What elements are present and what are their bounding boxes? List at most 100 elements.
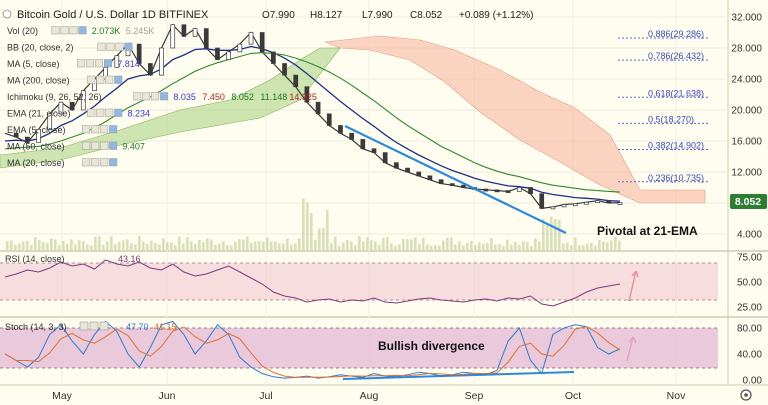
volume-bar xyxy=(470,241,473,250)
volume-bar xyxy=(314,239,317,250)
indicator-control-icon[interactable] xyxy=(133,92,142,101)
indicator-control-icon[interactable] xyxy=(77,59,86,68)
divergence-trendline[interactable] xyxy=(342,371,575,380)
support-trendline[interactable] xyxy=(344,125,567,234)
volume-bar xyxy=(358,236,361,250)
indicator-control-icon[interactable] xyxy=(105,75,114,84)
candle xyxy=(114,55,120,68)
volume-bar xyxy=(238,239,241,250)
indicator-control-icon[interactable] xyxy=(109,125,118,134)
indicator-control-icon[interactable] xyxy=(151,92,160,101)
indicator-control-icon[interactable] xyxy=(100,125,109,134)
rsi-line[interactable] xyxy=(4,259,621,307)
stoch-settings-icons[interactable] xyxy=(79,321,109,331)
volume-bar xyxy=(102,244,105,250)
indicator-control-icon[interactable] xyxy=(82,141,91,150)
stoch-tick-label: 40.00 xyxy=(737,350,762,361)
candle xyxy=(394,162,399,169)
indicator-control-icon[interactable] xyxy=(87,75,96,84)
indicator-control-icon[interactable] xyxy=(104,59,113,68)
indicator-label[interactable]: EMA (21, close) xyxy=(7,109,71,119)
volume-bar xyxy=(586,244,589,250)
indicator-control-icon[interactable] xyxy=(100,158,109,167)
volume-bar xyxy=(386,237,389,250)
candle xyxy=(192,28,198,37)
indicator-control-icon[interactable] xyxy=(86,59,95,68)
stoch-d-line[interactable] xyxy=(4,325,621,378)
indicator-control-icon[interactable] xyxy=(51,26,60,35)
candle xyxy=(47,113,53,130)
volume-bar xyxy=(502,245,505,250)
indicator-control-icon[interactable] xyxy=(95,59,104,68)
indicator-control-icon[interactable] xyxy=(100,141,109,150)
indicator-control-icon[interactable] xyxy=(142,92,151,101)
volume-bar xyxy=(98,236,101,250)
indicator-control-icon[interactable] xyxy=(114,75,123,84)
collapse-icon[interactable] xyxy=(2,9,12,19)
volume-bar xyxy=(158,244,161,250)
stoch-label[interactable]: Stoch (14, 3, 3) xyxy=(5,322,67,332)
indicator-label[interactable]: Ichimoku (9, 26, 52, 26) xyxy=(7,92,102,102)
indicator-control-icon[interactable] xyxy=(69,26,78,35)
symbol-header[interactable]: Bitcoin Gold / U.S. Dollar 1D BITFINEX xyxy=(2,9,209,21)
candle xyxy=(148,63,153,76)
indicator-control-icon[interactable] xyxy=(106,42,115,51)
indicator-control-icon[interactable] xyxy=(115,42,124,51)
indicator-control-icon[interactable] xyxy=(87,108,96,117)
ema21-series[interactable] xyxy=(4,45,621,202)
indicator-label[interactable]: MA (20, close) xyxy=(7,158,65,168)
volume-bar xyxy=(334,236,337,250)
volume-bar xyxy=(486,243,489,250)
chart-title[interactable]: Bitcoin Gold / U.S. Dollar 1D BITFINEX xyxy=(17,9,209,21)
indicator-control-icon[interactable] xyxy=(91,125,100,134)
volume-bar xyxy=(566,242,569,250)
indicator-control-icon[interactable] xyxy=(96,75,105,84)
volume-bar xyxy=(382,238,385,250)
right-price-axis[interactable] xyxy=(728,0,768,385)
volume-bar xyxy=(606,242,609,250)
volume-bar xyxy=(214,244,217,250)
price-tick-label: 20.000 xyxy=(731,106,762,117)
ma50-series[interactable] xyxy=(4,52,621,193)
stoch-d-value: 41.15 xyxy=(154,322,177,332)
indicator-control-icon[interactable] xyxy=(124,42,133,51)
indicator-control-icon[interactable] xyxy=(105,108,114,117)
volume-bar xyxy=(446,237,449,250)
gear-icon[interactable] xyxy=(740,389,752,401)
volume-bar xyxy=(574,237,577,250)
fib-level-label: 0.382(14.902) xyxy=(648,141,704,151)
indicator-label[interactable]: BB (20, close, 2) xyxy=(7,43,74,53)
volume-bar xyxy=(366,237,369,250)
volume-bar xyxy=(34,237,37,250)
volume-bar xyxy=(510,245,513,250)
indicator-label[interactable]: Vol (20) xyxy=(7,26,38,36)
indicator-control-icon[interactable] xyxy=(91,158,100,167)
indicator-control-icon[interactable] xyxy=(109,141,118,150)
candle xyxy=(170,24,176,49)
indicator-control-icon[interactable] xyxy=(96,108,105,117)
rsi-label[interactable]: RSI (14, close) xyxy=(5,254,65,264)
volume-bar xyxy=(166,242,169,250)
volume-bar xyxy=(590,242,593,250)
volume-bar xyxy=(186,237,189,250)
time-axis[interactable] xyxy=(0,385,728,405)
indicator-control-icon[interactable] xyxy=(78,26,87,35)
volume-bar xyxy=(242,239,245,250)
volume-bar xyxy=(330,243,333,250)
indicator-control-icon[interactable] xyxy=(97,42,106,51)
indicator-control-icon[interactable] xyxy=(109,158,118,167)
indicator-label[interactable]: MA (5, close) xyxy=(7,59,60,69)
indicator-control-icon[interactable] xyxy=(114,108,123,117)
indicator-label[interactable]: MA (50, close) xyxy=(7,142,65,152)
indicator-label[interactable]: EMA (5, close) xyxy=(7,125,66,135)
volume-bar xyxy=(570,245,573,250)
volume-bar xyxy=(378,244,381,250)
indicator-label[interactable]: MA (200, close) xyxy=(7,76,70,86)
indicator-control-icon[interactable] xyxy=(82,158,91,167)
indicator-control-icon[interactable] xyxy=(91,141,100,150)
indicator-control-icon[interactable] xyxy=(60,26,69,35)
indicator-control-icon[interactable] xyxy=(160,92,169,101)
indicator-control-icon[interactable] xyxy=(82,125,91,134)
volume-bar xyxy=(362,241,365,250)
